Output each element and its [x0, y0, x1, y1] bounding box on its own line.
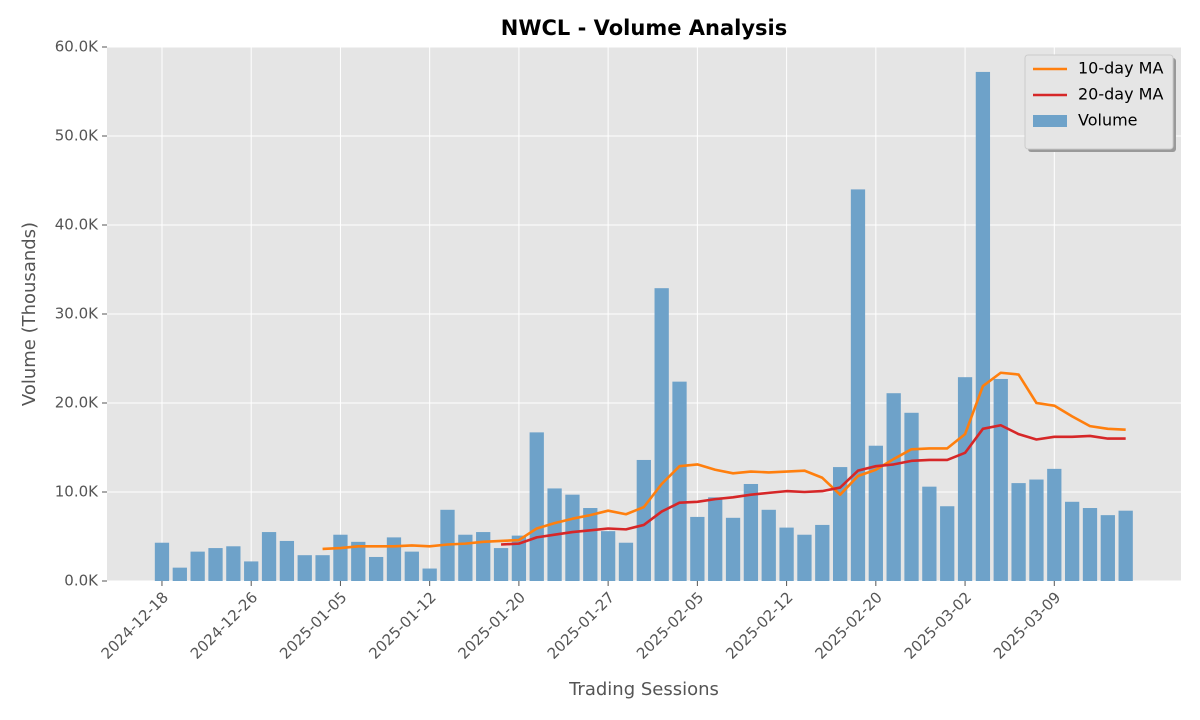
bar [529, 432, 544, 581]
legend-label: 20-day MA [1078, 85, 1163, 104]
bar [404, 551, 419, 581]
y-tick-label: 30.0K [55, 305, 99, 323]
legend-swatch [1033, 115, 1067, 127]
y-tick-label: 40.0K [55, 216, 99, 234]
bar [940, 506, 955, 581]
bar [725, 517, 741, 581]
bar [993, 378, 1008, 581]
bar [154, 542, 170, 581]
bar [832, 467, 848, 581]
y-tick-label: 50.0K [55, 127, 99, 145]
bar [297, 555, 312, 581]
bar [279, 540, 295, 581]
bar [957, 377, 973, 581]
line [500, 423, 1126, 546]
bar [565, 494, 580, 581]
bar [386, 537, 402, 581]
bar [1082, 508, 1098, 581]
bar [672, 381, 687, 581]
bar [618, 542, 634, 581]
bar [261, 532, 277, 581]
bar [226, 546, 241, 581]
bar [172, 567, 187, 581]
legend-label: Volume [1078, 111, 1138, 130]
bar [368, 556, 384, 581]
y-tick-label: 10.0K [55, 483, 99, 501]
bar [797, 534, 812, 581]
legend-label: 10-day MA [1078, 59, 1163, 78]
bar [815, 524, 830, 581]
bar [850, 189, 866, 581]
bar [779, 527, 794, 581]
bar [904, 412, 919, 581]
line [322, 371, 1126, 551]
bar [975, 71, 991, 582]
bar [583, 508, 598, 581]
bar [761, 509, 776, 581]
bar [654, 288, 669, 581]
bar [1118, 510, 1133, 581]
y-tick-label: 60.0K [55, 38, 99, 56]
chart-title: NWCL - Volume Analysis [501, 16, 787, 40]
bar [351, 541, 366, 581]
bar [458, 534, 473, 581]
x-axis-label: Trading Sessions [568, 679, 719, 700]
bar [511, 535, 527, 581]
bar [315, 555, 330, 581]
bar [244, 561, 259, 581]
bar [1029, 479, 1044, 581]
bar [886, 393, 901, 581]
bar [208, 548, 223, 581]
bar [493, 548, 509, 581]
bar [1064, 501, 1080, 581]
bar [1011, 483, 1026, 581]
bar [1100, 515, 1115, 581]
y-tick-label: 20.0K [55, 394, 99, 412]
y-axis-label: Volume (Thousands) [19, 222, 40, 406]
bar [743, 483, 759, 581]
bar [636, 459, 651, 581]
bar [708, 497, 723, 581]
bar [422, 568, 437, 581]
bar [690, 516, 705, 581]
bar [600, 531, 616, 581]
y-tick-label: 0.0K [64, 572, 99, 590]
bar [476, 532, 491, 581]
bar [333, 534, 348, 581]
bar [868, 445, 883, 581]
bar [922, 486, 937, 581]
bar [1047, 468, 1062, 581]
bar [190, 551, 205, 581]
